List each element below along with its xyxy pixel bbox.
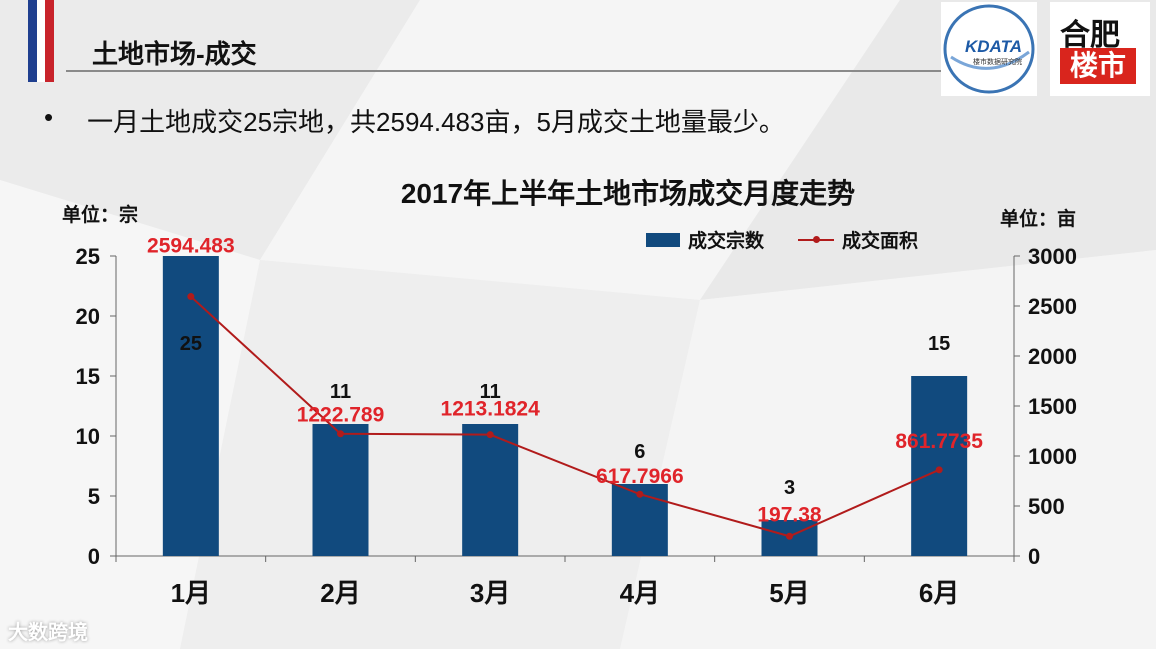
watermark: 大数跨境: [8, 622, 88, 644]
right-axis-tick-label: 2500: [1028, 294, 1077, 319]
area-value-label: 861.7735: [895, 430, 983, 453]
kdata-logo: KDATA 楼市数据研究院: [941, 2, 1037, 96]
combo-chart: 0 5 10 15 20 25 0 500 1000 1500 2000 2500 3000 1月 2月 3月…: [76, 235, 1077, 608]
legend-item-bar: 成交宗数: [646, 226, 764, 253]
area-point-5月: [786, 532, 793, 540]
title-rule: [66, 70, 946, 72]
left-axis-tick-label: 20: [76, 304, 100, 329]
x-axis-tick-label: 5月: [769, 578, 809, 608]
left-axis-tick-label: 10: [76, 424, 100, 449]
flag-stripes: [28, 0, 54, 82]
hefei-logo-bottom: 楼市: [1060, 48, 1136, 84]
area-value-label: 1213.1824: [441, 398, 541, 421]
left-axis-tick-label: 5: [88, 484, 100, 509]
x-axis-tick-label: 4月: [620, 578, 660, 608]
area-point-2月: [337, 430, 344, 438]
right-axis-tick-label: 1500: [1028, 394, 1077, 419]
chart-title: 2017年上半年土地市场成交月度走势: [400, 178, 856, 209]
page-title: 土地市场-成交: [92, 39, 257, 69]
bar-value-label: 11: [330, 381, 351, 403]
legend-label-line: 成交面积: [842, 231, 919, 252]
legend-item-line: 成交面积: [798, 226, 918, 253]
left-axis-tick-label: 15: [76, 364, 100, 389]
x-axis-tick-label: 2月: [320, 578, 360, 608]
left-axis-unit: 单位：宗: [62, 205, 139, 226]
left-axis-tick-label: 0: [88, 544, 100, 569]
bar-value-label: 15: [928, 333, 950, 355]
bullet-mark: •: [44, 102, 54, 132]
bar-6月: [911, 376, 968, 556]
right-axis-tick-label: 2000: [1028, 344, 1077, 369]
bar-3月: [462, 424, 519, 556]
area-value-label: 617.7966: [596, 465, 684, 488]
chart-legend: 成交宗数 成交面积: [646, 226, 942, 253]
right-axis-tick-label: 0: [1028, 544, 1040, 569]
area-value-label: 197.38: [757, 503, 822, 526]
area-point-4月: [636, 490, 644, 498]
right-axis-unit: 单位：亩: [1000, 209, 1077, 230]
hefei-logo-top: 合肥: [1060, 18, 1120, 53]
flag-stripe-white: [37, 0, 45, 82]
bar-value-label: 6: [634, 441, 645, 463]
area-point-1月: [187, 293, 195, 301]
x-axis-tick-label: 1月: [171, 578, 211, 608]
kdata-logo-subtext: 楼市数据研究院: [973, 57, 1022, 66]
bar-value-label: 11: [480, 381, 501, 403]
bar-1月: [162, 256, 219, 556]
kdata-logo-text: KDATA: [965, 37, 1022, 56]
area-point-6月: [935, 466, 943, 474]
area-line: [190, 295, 940, 538]
bullet-text: 一月土地成交25宗地，共2594.483亩，5月成交土地量最少。: [87, 107, 785, 137]
bar-value-label: 3: [784, 477, 795, 499]
right-axis-tick-label: 500: [1028, 494, 1065, 519]
area-value-label: 1222.789: [297, 404, 385, 427]
summary-bullet: • 一月土地成交25宗地，共2594.483亩，5月成交土地量最少。: [44, 102, 785, 139]
hefei-loushi-logo: 合肥 楼市: [1050, 2, 1150, 96]
kdata-logo-graphic: KDATA 楼市数据研究院: [943, 4, 1035, 94]
x-axis-tick-label: 6月: [919, 578, 959, 608]
chart-area: 2017年上半年土地市场成交月度走势 单位：宗 单位：亩 成交宗数 成交面积 0…: [0, 160, 1156, 620]
left-axis-tick-label: 25: [76, 244, 100, 269]
bar-2月: [312, 424, 369, 556]
x-axis-tick-label: 3月: [470, 578, 510, 608]
right-axis-tick-label: 1000: [1028, 444, 1077, 469]
flag-stripe-blue: [28, 0, 37, 82]
flag-stripe-red: [45, 0, 54, 82]
bar-value-label: 25: [180, 333, 202, 355]
legend-swatch-bar: [646, 232, 680, 247]
area-value-label: 2594.483: [147, 235, 235, 258]
legend-label-bar: 成交宗数: [688, 231, 765, 252]
area-point-3月: [486, 431, 494, 439]
right-axis-tick-label: 3000: [1028, 244, 1077, 269]
title-bar: 土地市场-成交: [66, 14, 946, 72]
legend-swatch-line: [798, 233, 835, 247]
